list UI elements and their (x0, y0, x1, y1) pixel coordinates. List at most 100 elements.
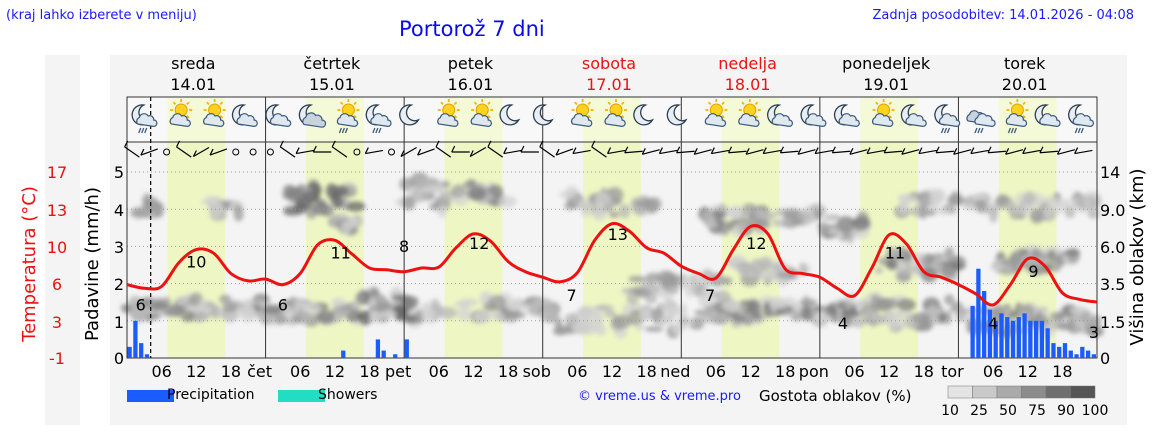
cloud-cell (564, 313, 579, 326)
cloud-cell (721, 220, 730, 236)
cloud-cell (466, 179, 477, 189)
cloud-cell (717, 206, 727, 213)
cloud-cell (1087, 208, 1100, 219)
cloud-cell (852, 216, 871, 231)
cloud-cell (345, 201, 366, 212)
x-tick-label: 06 (706, 362, 726, 381)
precip-bar (987, 309, 993, 358)
cloud-cell (402, 196, 416, 211)
wind-barb (572, 147, 591, 155)
day-name: nedelja (718, 54, 777, 73)
precip-tick: 5 (114, 163, 124, 182)
moon-partly-cloudy-icon (1034, 104, 1061, 128)
copyright[interactable]: © vreme.us & vreme.pro (578, 389, 741, 404)
x-tick-label: 06 (429, 362, 449, 381)
day-date: 20.01 (1002, 75, 1048, 94)
cloud-density-legend-title: Gostota oblakov (%) (759, 387, 912, 405)
day-date: 17.01 (586, 75, 632, 94)
wind-barb (762, 147, 782, 155)
cloud-cell (885, 260, 895, 269)
cloud-cell (1010, 309, 1019, 319)
wind-barb (1039, 146, 1058, 154)
day-date: 19.01 (863, 75, 909, 94)
wind-barb (279, 140, 296, 158)
cloud-cell (457, 305, 472, 321)
cloud-cell (283, 305, 294, 318)
day-name: petek (448, 54, 494, 73)
last-updated: Zadnja posodobitev: 14.01.2026 - 04:08 (872, 8, 1134, 23)
cloud-cell (776, 218, 785, 225)
location-menu-hint[interactable]: (kraj lahko izberete v meniju) (6, 8, 197, 23)
day-headers: sreda 14.01 četrtek 15.01 petek 16.01 sobota 17… (170, 54, 1047, 94)
cloud-cell (274, 313, 287, 325)
cloud-cell (886, 309, 895, 325)
temperature-tick: 17 (47, 163, 67, 182)
x-tick-label: 12 (879, 362, 899, 381)
cloud-cell (368, 298, 377, 307)
cloud-cell (964, 196, 975, 206)
temperature-labels: 6 10 6 11 8 12 7 13 7 12 4 11 4 9 3 (136, 225, 1099, 342)
temperature-label: 12 (469, 234, 489, 253)
cloud-cell (1008, 258, 1019, 267)
precip-bar (1045, 328, 1050, 358)
cloud-cell (1047, 196, 1058, 208)
precip-bar (1022, 313, 1027, 358)
precip-tick: 3 (114, 238, 124, 257)
wind-barb (503, 147, 522, 155)
moon-partly-cloudy-icon (767, 104, 793, 128)
cloud-cell (1046, 249, 1057, 261)
temperature-label: 13 (608, 225, 628, 244)
cloud-cell (291, 315, 303, 323)
cloud-cell (710, 273, 725, 287)
moon-icon (666, 104, 688, 126)
wind-barb (727, 146, 747, 154)
cloud-cell (670, 323, 689, 331)
wind-barb (175, 140, 192, 158)
temperature-label: 8 (399, 237, 409, 256)
moon-partly-cloudy-rain-icon (131, 104, 158, 134)
sun-partly-cloudy-icon (470, 99, 494, 128)
sun-partly-cloudy-rain-icon (336, 99, 360, 134)
cloud-cell (555, 320, 563, 332)
cloud-cell (368, 286, 379, 298)
wind-barb (710, 147, 730, 155)
precip-bar (1010, 320, 1016, 358)
cloud-cell (944, 294, 955, 306)
cloud-cell (1066, 316, 1075, 333)
cloud-cell (919, 204, 928, 220)
cloud-cell (897, 298, 916, 312)
precip-bar (1085, 350, 1091, 358)
wind-barb (866, 147, 885, 155)
x-tick-label: 18 (914, 362, 934, 381)
cloud-cell (814, 312, 827, 326)
wind-barb (1022, 147, 1041, 155)
cloud-cell (663, 292, 673, 303)
cloud-legend-swatch (1045, 385, 1071, 399)
cloud-cell (222, 302, 238, 313)
wind-barb (555, 148, 574, 156)
wind-barb (591, 140, 607, 158)
day-date: 14.01 (170, 75, 216, 94)
cloud-cell (943, 310, 953, 325)
cloud-cell (700, 308, 717, 324)
cloud-cell (946, 194, 966, 206)
x-tick-label: čet (247, 362, 272, 381)
showers-legend-swatch (278, 390, 325, 402)
x-tick-label: 12 (463, 362, 483, 381)
cloud-cell (341, 220, 351, 236)
cloud-cell (204, 195, 222, 204)
sun-partly-cloudy-icon (738, 99, 761, 128)
cloud-cell (742, 313, 754, 326)
cloud-cell (437, 204, 447, 218)
precip-bar (133, 320, 138, 358)
cloud-cell (932, 257, 941, 271)
precip-bar (1062, 343, 1068, 358)
temperature-label: 9 (1028, 262, 1038, 281)
wind-barb (124, 140, 140, 158)
precip-bar (1074, 354, 1079, 358)
cloud-cell (909, 196, 919, 203)
cloud-height-tick: 6.0 (1100, 238, 1125, 257)
x-tick-label: 12 (186, 362, 206, 381)
cloud-cell (937, 312, 947, 322)
